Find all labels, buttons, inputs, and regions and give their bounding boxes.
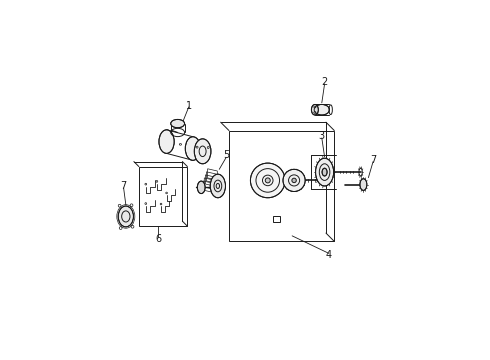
Bar [229,131,334,242]
Ellipse shape [118,206,133,227]
Ellipse shape [283,169,305,192]
Ellipse shape [171,120,185,128]
Bar [139,167,187,226]
Ellipse shape [316,158,334,186]
Ellipse shape [322,168,327,176]
Text: 7: 7 [121,181,127,191]
Text: 7: 7 [370,155,376,165]
Bar [273,216,280,222]
Ellipse shape [210,174,225,198]
Ellipse shape [265,178,270,183]
Text: 1: 1 [186,100,192,111]
Ellipse shape [197,181,205,194]
Ellipse shape [314,104,329,115]
Text: 2: 2 [321,77,328,87]
Ellipse shape [292,178,296,183]
Ellipse shape [159,130,174,153]
Text: 4: 4 [326,250,332,260]
Text: 6: 6 [155,234,161,244]
Text: 5: 5 [223,150,229,161]
Ellipse shape [185,137,200,160]
Ellipse shape [250,163,285,198]
Text: 3: 3 [319,131,325,141]
Ellipse shape [195,139,211,164]
Ellipse shape [360,179,367,190]
Ellipse shape [312,104,318,115]
